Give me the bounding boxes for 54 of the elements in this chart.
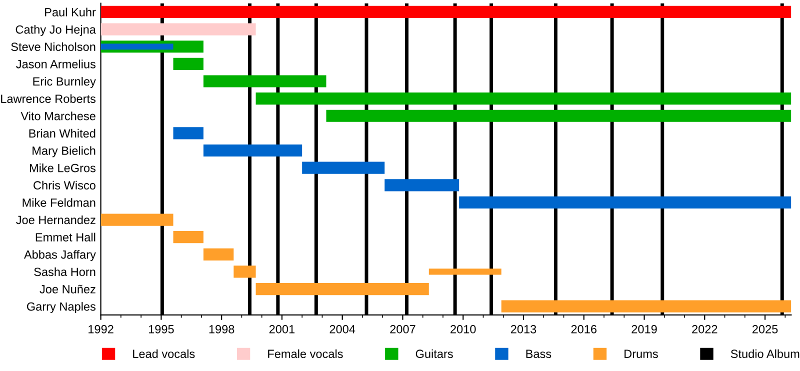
legend-label: Female vocals — [268, 349, 343, 358]
y-tick-label: Sasha Horn — [34, 267, 96, 276]
x-tick-label: 2016 — [571, 325, 596, 334]
x-tick-label: 1992 — [88, 325, 114, 334]
bar — [203, 144, 302, 157]
y-tick-label: Paul Kuhr — [45, 8, 96, 16]
legend-label: Guitars — [416, 349, 453, 358]
bar — [302, 162, 385, 174]
x-tick-label: 1998 — [209, 325, 234, 334]
bar — [428, 268, 502, 275]
bar — [100, 6, 792, 18]
y-tick-label: Mike LeGros — [30, 164, 96, 172]
bar — [326, 110, 792, 122]
x-tick-label: 2019 — [632, 325, 657, 334]
bar — [100, 214, 174, 226]
y-tick-label: Mike Feldman — [22, 198, 96, 207]
bar — [459, 196, 792, 208]
x-tick-label: 2010 — [450, 325, 476, 334]
y-tick-label: Abbas Jaffary — [24, 250, 96, 262]
bar — [203, 75, 326, 88]
y-tick-label: Steve Nicholson — [11, 42, 96, 52]
y-tick-label: Joe Nuñez — [40, 284, 96, 294]
legend-label: Studio Album — [730, 349, 800, 358]
bar — [234, 266, 256, 278]
bar — [173, 231, 204, 244]
y-tick-label: Garry Naples — [26, 302, 96, 314]
bar — [173, 58, 204, 70]
y-tick-label: Mary Bielich — [32, 146, 96, 158]
x-tick-label: 2001 — [269, 325, 295, 334]
y-tick-label: Chris Wisco — [34, 180, 96, 190]
x-tick-label: 2025 — [752, 325, 778, 334]
y-tick-label: Joe Hernandez — [16, 215, 96, 224]
y-tick-label: Eric Burnley — [33, 76, 96, 88]
legend-label: Lead vocals — [133, 349, 195, 358]
x-tick-label: 2004 — [330, 325, 356, 334]
y-tick-label: Cathy Jo Hejna — [16, 25, 96, 36]
bar — [203, 248, 234, 260]
x-tick-label: 2007 — [390, 325, 416, 334]
y-tick-label: Vito Marchese — [20, 112, 96, 120]
x-tick-label: 2013 — [510, 325, 536, 334]
y-tick-label: Jason Armelius — [16, 60, 96, 68]
legend-label: Drums — [624, 350, 658, 358]
y-tick-label: Emmet Hall — [36, 232, 96, 242]
bar — [100, 23, 256, 36]
x-tick-label: 2022 — [692, 325, 718, 334]
x-tick-label: 1995 — [148, 325, 174, 334]
y-tick-label: Lawrence Roberts — [1, 94, 96, 103]
bar — [501, 300, 792, 312]
legend-label: Bass — [526, 350, 552, 358]
y-tick-label: Brian Whited — [29, 128, 96, 138]
bar — [173, 127, 204, 140]
bar — [256, 282, 429, 296]
bar — [256, 92, 792, 105]
bar — [384, 179, 460, 192]
